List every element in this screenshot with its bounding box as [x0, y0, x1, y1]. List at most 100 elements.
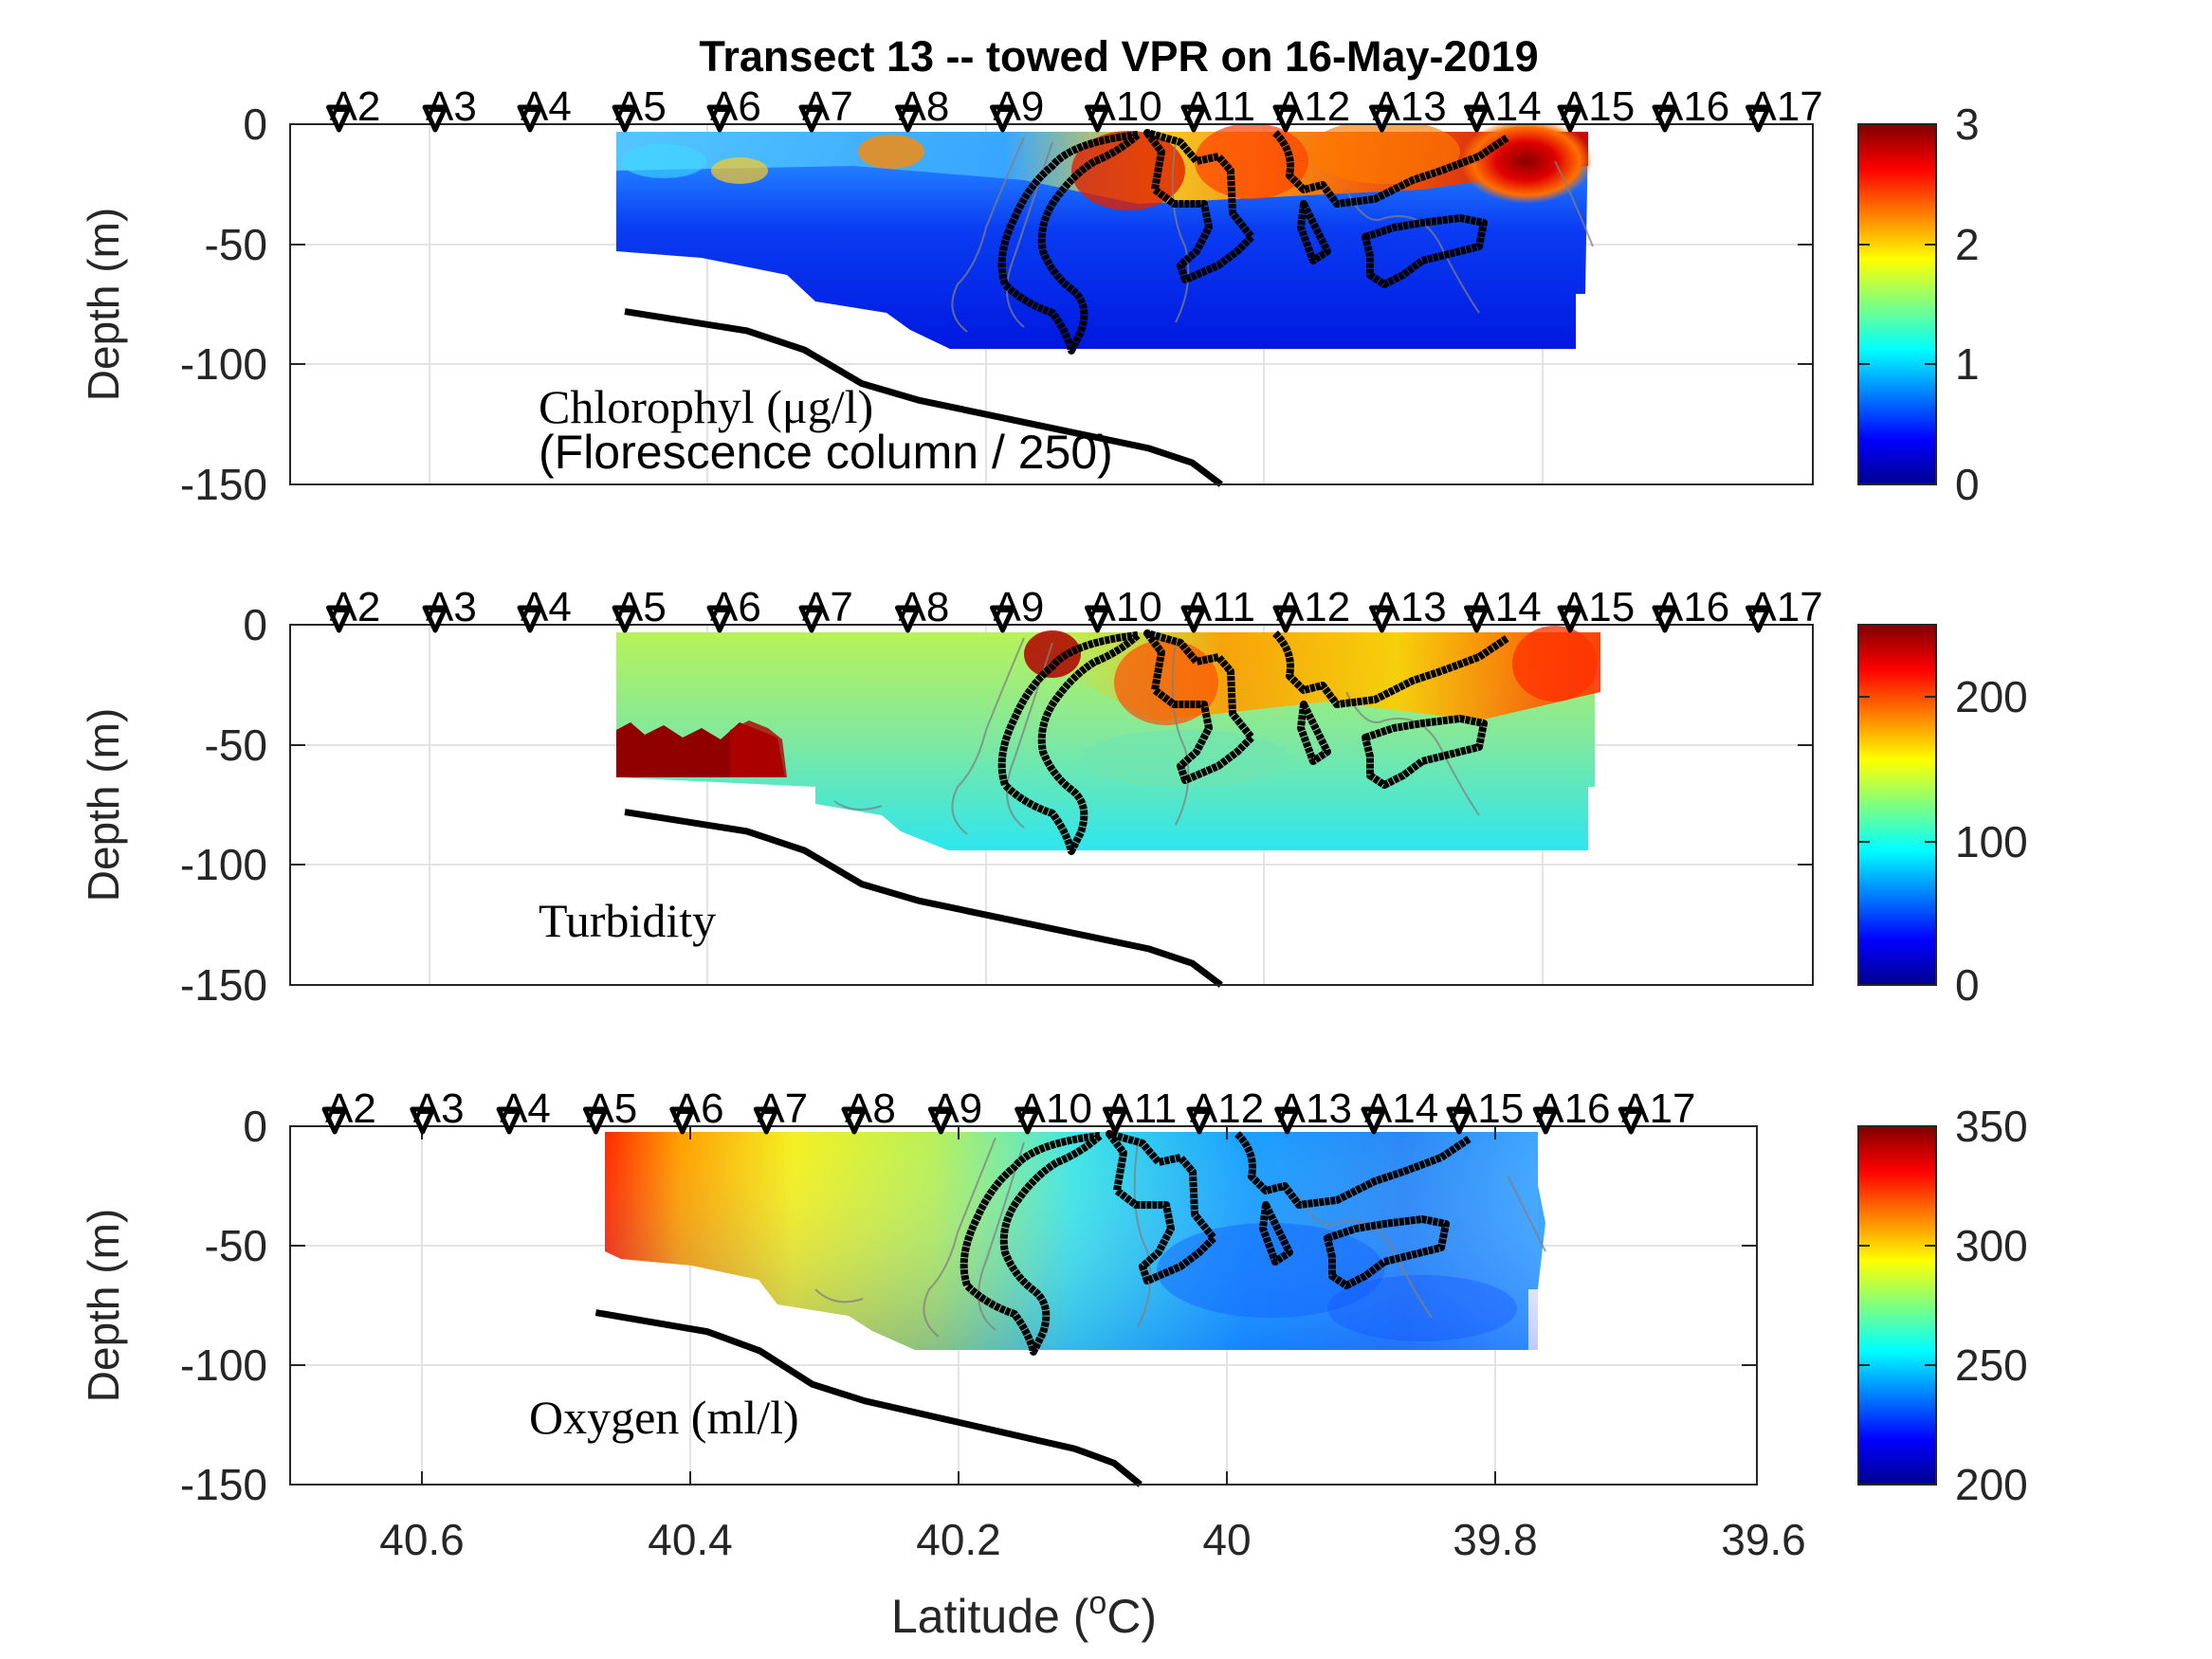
- station-marker: [517, 104, 543, 133]
- station-label: A15: [1450, 1085, 1524, 1132]
- station-label: A3: [413, 1085, 465, 1132]
- axes-frame: [289, 123, 1814, 485]
- colorbar: [1857, 1125, 1937, 1486]
- y-ticks: [290, 123, 1813, 365]
- y-ticks: [290, 624, 1813, 866]
- station-markers: A2 A3 A4 A5 A6 A7 A8 A9 A10 A11 A12 A13 A14 A15 A16 A17: [326, 83, 1823, 133]
- y-tick-label: -50: [205, 220, 267, 269]
- colorbar-ticks: [1858, 244, 1936, 365]
- station-label: A16: [1655, 83, 1729, 130]
- bathymetry-line: [624, 809, 1223, 988]
- station-marker: [1084, 605, 1110, 633]
- colorbar-tick-label: 1: [1955, 339, 1980, 389]
- station-marker: [1463, 104, 1490, 133]
- y-tick-label: -100: [180, 840, 267, 889]
- station-label: A3: [426, 83, 477, 130]
- station-marker: [326, 605, 353, 633]
- y-tick-label: -100: [180, 339, 267, 389]
- station-label: A3: [426, 584, 477, 630]
- station-label: A11: [1184, 83, 1255, 130]
- heatmap-field: [605, 1132, 1545, 1350]
- station-marker: [1272, 605, 1299, 633]
- station-label: A10: [1088, 584, 1161, 630]
- colorbar-tick-label: 200: [1955, 1460, 2028, 1509]
- station-label: A10: [1018, 1085, 1092, 1132]
- station-marker: [582, 1106, 609, 1135]
- station-label: A15: [1561, 584, 1635, 630]
- station-label: A6: [673, 1085, 724, 1132]
- station-markers: A2 A3 A4 A5 A6 A7 A8 A9 A10 A11 A12 A13 A14 A15 A16 A17: [326, 584, 1823, 633]
- y-tick-label: -150: [180, 960, 267, 1010]
- x-axis-label-end: C): [1106, 1590, 1157, 1643]
- station-label: A15: [1561, 83, 1635, 130]
- station-marker: [1274, 1106, 1301, 1135]
- station-marker: [1557, 605, 1583, 633]
- station-marker: [1532, 1106, 1559, 1135]
- station-marker: [1102, 1106, 1128, 1135]
- station-label: A8: [898, 584, 949, 630]
- panel-label-line2: (Florescence column / 250): [539, 426, 1113, 479]
- figure-title: Transect 13 -- towed VPR on 16-May-2019: [699, 32, 1538, 81]
- station-marker: [1272, 104, 1299, 133]
- station-label: A13: [1372, 584, 1446, 630]
- y-tick-label: 0: [243, 600, 267, 649]
- y-axis-label: Depth (m): [79, 708, 128, 902]
- x-tick-label: 40.4: [648, 1515, 733, 1564]
- x-tick-label: 40.2: [916, 1515, 1001, 1564]
- station-marker: [517, 605, 543, 633]
- black-contours: [960, 1130, 1472, 1356]
- x-axis-label: Latitude (oC): [891, 1585, 1157, 1643]
- axes-frame: [289, 624, 1814, 986]
- station-label: A9: [993, 83, 1044, 130]
- station-marker: [612, 605, 638, 633]
- station-label: A6: [710, 83, 761, 130]
- colorbar-ticks: [1858, 1245, 1936, 1366]
- station-marker: [841, 1106, 868, 1135]
- station-label: A7: [802, 584, 853, 630]
- station-marker: [798, 605, 825, 633]
- station-label: A7: [757, 1085, 808, 1132]
- station-marker: [894, 104, 921, 133]
- station-marker: [1446, 1106, 1472, 1135]
- station-label: A8: [845, 1085, 896, 1132]
- station-label: A5: [615, 584, 667, 630]
- y-tick-label: 0: [243, 100, 267, 149]
- colorbar-tick-label: 200: [1955, 672, 2028, 721]
- colorbar-tick-label: 300: [1955, 1221, 2028, 1270]
- station-label: A14: [1467, 584, 1541, 630]
- x-tick-label: 40: [1202, 1515, 1251, 1564]
- station-marker: [326, 104, 353, 133]
- y-tick-label: -150: [180, 1460, 267, 1509]
- station-label: A12: [1190, 1085, 1264, 1132]
- bathymetry-line: [594, 1309, 1143, 1487]
- y-tick-label: 0: [243, 1102, 267, 1151]
- panel-label-line1: Chlorophyl (μg/l): [539, 380, 873, 433]
- colorbar-tick-label: 3: [1955, 100, 1980, 149]
- colorbar-tick-label: 100: [1955, 817, 2028, 866]
- station-marker: [410, 1106, 436, 1135]
- station-label: A14: [1467, 83, 1541, 130]
- panel-turbidity: 0 -50 -100 -150 Depth (m) Turbidity A2 A3…: [79, 584, 2028, 1010]
- station-label: A6: [710, 584, 761, 630]
- station-marker: [706, 605, 733, 633]
- station-marker: [1361, 1106, 1387, 1135]
- station-label: A9: [931, 1085, 982, 1132]
- station-label: A4: [500, 1085, 551, 1132]
- colorbar-tick-label: 250: [1955, 1340, 2028, 1390]
- station-marker: [1015, 1106, 1041, 1135]
- station-marker: [1745, 104, 1771, 133]
- bathymetry-line: [624, 308, 1223, 487]
- station-label: A13: [1278, 1085, 1352, 1132]
- station-marker: [927, 1106, 954, 1135]
- station-label: A4: [521, 83, 572, 130]
- y-tick-label: -50: [205, 720, 267, 770]
- station-label: A12: [1276, 584, 1350, 630]
- station-label: A9: [993, 584, 1044, 630]
- station-marker: [1652, 104, 1678, 133]
- station-label: A14: [1364, 1085, 1438, 1132]
- station-label: A5: [586, 1085, 637, 1132]
- station-label: A5: [615, 83, 667, 130]
- x-tick-label: 39.8: [1453, 1515, 1538, 1564]
- station-marker: [1368, 605, 1395, 633]
